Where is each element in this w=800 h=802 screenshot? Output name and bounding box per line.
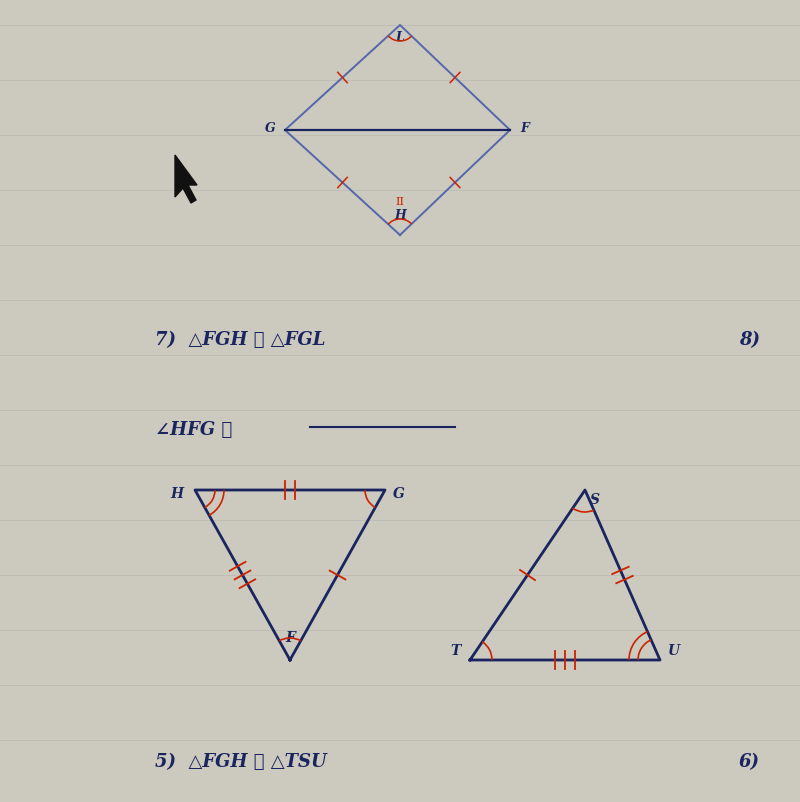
Text: 5)  △FGH ≅ △TSU: 5) △FGH ≅ △TSU [155, 753, 326, 771]
Text: 8): 8) [739, 331, 760, 349]
Text: S: S [590, 493, 600, 507]
Text: ∠HFG ≅: ∠HFG ≅ [155, 421, 232, 439]
Text: L: L [396, 31, 404, 44]
Text: F: F [521, 122, 530, 135]
Text: H: H [394, 209, 406, 222]
Text: F: F [285, 631, 295, 645]
Text: G: G [265, 122, 275, 135]
Text: 7)  △FGH ≅ △FGL: 7) △FGH ≅ △FGL [155, 331, 326, 349]
Text: II: II [395, 197, 405, 207]
Text: H: H [170, 487, 183, 501]
Text: T: T [451, 644, 461, 658]
Text: 6): 6) [739, 753, 760, 771]
Text: U: U [668, 644, 680, 658]
Polygon shape [175, 155, 197, 203]
Text: G: G [393, 487, 405, 501]
